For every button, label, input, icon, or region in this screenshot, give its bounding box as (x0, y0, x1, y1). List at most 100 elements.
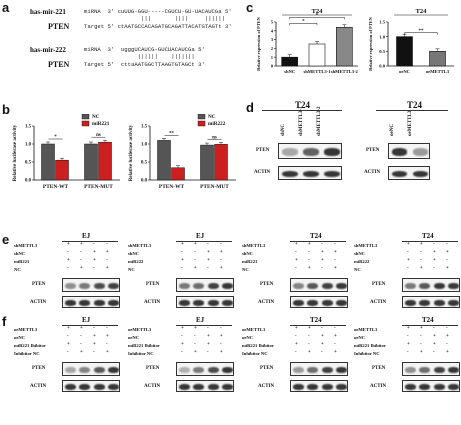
condition-mark: - (106, 242, 108, 247)
blot-band (433, 366, 445, 374)
condition-mark: + (80, 266, 83, 271)
condition-mark: - (194, 250, 196, 255)
y-tick-label: 1.0 (25, 143, 32, 148)
condition-mark: + (220, 350, 223, 355)
blot-band (419, 282, 431, 290)
lane-label: oeMETTL3 (408, 110, 413, 136)
condition-mark: - (407, 350, 409, 355)
condition-mark: - (308, 258, 310, 263)
blot-band (79, 300, 91, 306)
blot-band (321, 384, 333, 390)
condition-mark: + (106, 266, 109, 271)
block-title-rule (176, 241, 232, 242)
y-axis-label: Relative expression of PTEN (256, 16, 261, 71)
blot-band (412, 170, 429, 178)
y-tick-label: 0.0 (141, 179, 148, 184)
row-label-actin: ACTIN (30, 300, 47, 305)
blot-band (448, 384, 459, 390)
y-axis-label: Relative expression of PTEN (368, 16, 373, 71)
blot-band (108, 300, 119, 306)
condition-mark: + (308, 326, 311, 331)
condition-mark: + (207, 250, 210, 255)
blot-band (324, 170, 341, 178)
y-tick-label: 1 (271, 55, 274, 60)
row-label-actin: ACTIN (254, 170, 271, 175)
condition-mark: + (220, 266, 223, 271)
blot-band (307, 300, 319, 306)
condition-mark: + (433, 258, 436, 263)
blot-band (178, 282, 190, 290)
condition-label: miR221 Ihibitor (14, 343, 46, 348)
condition-mark: - (433, 350, 435, 355)
legend-label-NC: NC (92, 114, 100, 120)
blot-band (292, 282, 304, 290)
condition-label: oeMETTL3 (242, 327, 266, 332)
x-tick-label: PTEN-WT (43, 184, 69, 190)
legend-swatch-miR221 (81, 120, 90, 127)
y-tick-label: 0 (271, 64, 274, 69)
blot-actin (290, 380, 348, 392)
condition-mark: + (295, 342, 298, 347)
condition-label: miR221 Ihibitor (354, 343, 386, 348)
condition-mark: + (80, 350, 83, 355)
blot-band (207, 300, 219, 306)
blot-band (93, 384, 105, 390)
condition-mark: - (446, 242, 448, 247)
panel-b-letter: b (2, 102, 10, 117)
mir221-mirna-seq: miRNA 3' cuUUG-GGU-----CGUCU-GU-UACAUCGa… (84, 8, 232, 15)
blot-band (419, 300, 431, 306)
blot-band (391, 170, 408, 178)
condition-mark: - (106, 342, 108, 347)
blot-band (336, 384, 347, 390)
bar-shMETTL3-2 (336, 26, 353, 67)
condition-mark: - (80, 334, 82, 339)
y-tick-label: 1.5 (141, 125, 148, 130)
blot-actin (176, 380, 234, 392)
x-tick-label: PTEN-WT (159, 184, 185, 190)
condition-mark: - (106, 326, 108, 331)
blot-band (419, 366, 431, 374)
blot-band (64, 300, 76, 306)
bar-NC-PTEN-WT (41, 143, 55, 181)
block-title: T24 (422, 316, 434, 324)
blot-band (321, 282, 333, 290)
bar-shNC (281, 56, 298, 67)
row-label-pten: PTEN (32, 282, 46, 287)
blot-band (302, 148, 320, 156)
row-label-pten: PTEN (260, 366, 274, 371)
sig-label: * (54, 135, 57, 140)
condition-mark: + (420, 266, 423, 271)
condition-label: miR221 (242, 259, 258, 264)
condition-label: shMETTL3 (14, 243, 38, 248)
blot-pten (402, 278, 460, 292)
y-tick-label: 0.5 (141, 161, 148, 166)
condition-label: oeNC (242, 335, 253, 340)
condition-mark: + (207, 334, 210, 339)
condition-mark: - (220, 342, 222, 347)
blot-pten (176, 362, 234, 376)
condition-mark: - (194, 342, 196, 347)
condition-label: oeNC (128, 335, 139, 340)
condition-mark: - (446, 326, 448, 331)
condition-mark: + (93, 342, 96, 347)
condition-mark: - (181, 250, 183, 255)
condition-mark: - (207, 350, 209, 355)
blot-band (79, 282, 91, 290)
y-tick-label: 1.0 (379, 34, 385, 39)
condition-mark: - (181, 334, 183, 339)
mir222-target-name: PTEN (48, 60, 70, 69)
blot-band (404, 300, 416, 306)
blot-band (404, 282, 416, 290)
sig-bracket (289, 23, 318, 26)
condition-mark: - (80, 342, 82, 347)
condition-mark: - (420, 334, 422, 339)
condition-mark: + (181, 342, 184, 347)
blot-band (292, 300, 304, 306)
condition-label: oeNC (14, 335, 25, 340)
condition-mark: + (446, 334, 449, 339)
blot-pten (290, 278, 348, 292)
blot-band (222, 282, 233, 290)
blot-band (193, 366, 205, 374)
legend-swatch-NC (81, 114, 90, 120)
blot-band (64, 384, 76, 390)
